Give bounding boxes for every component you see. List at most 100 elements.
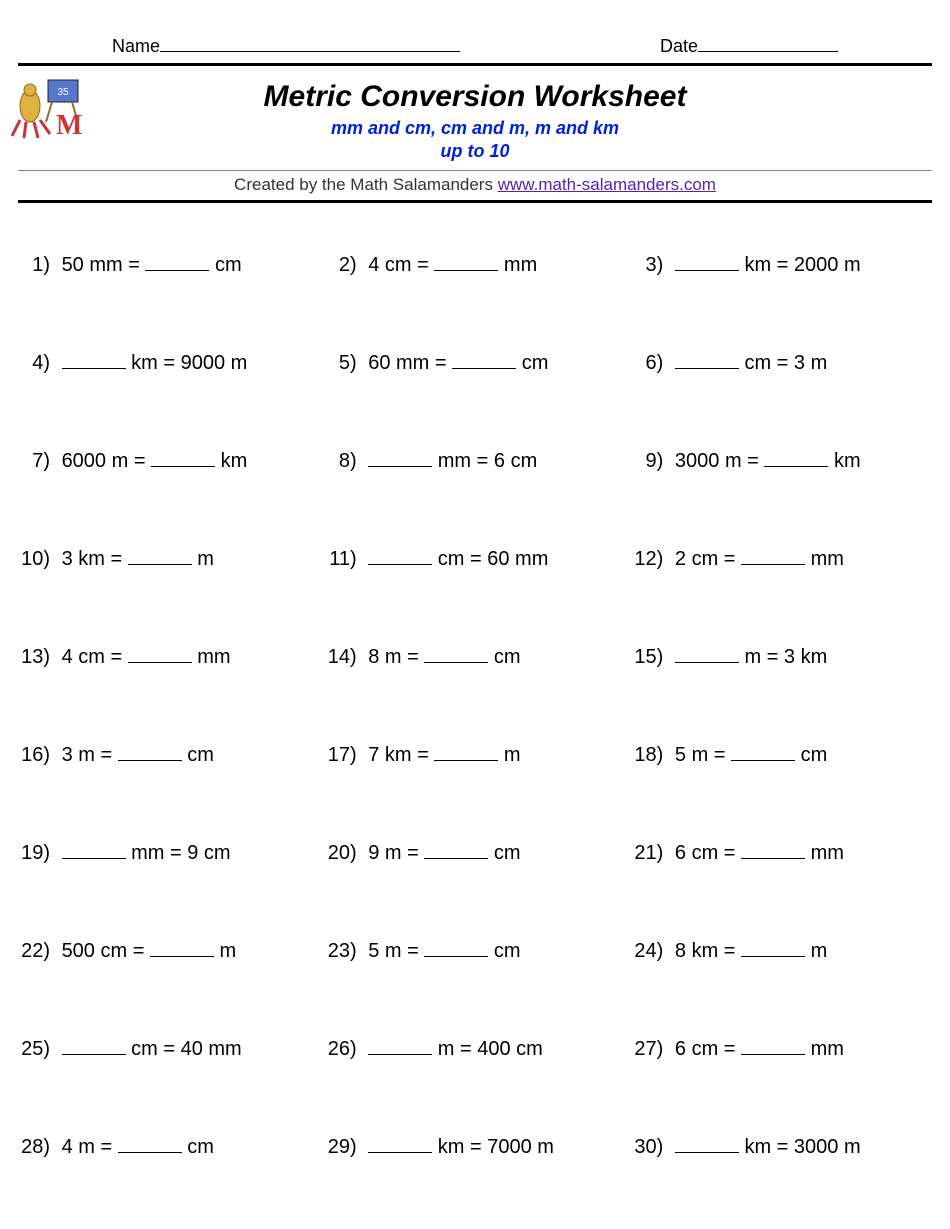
question-body: 4 cm = mm <box>363 254 538 276</box>
question-number: 27) <box>633 1038 669 1061</box>
question-body: 2 cm = mm <box>669 548 844 570</box>
question-number: 9) <box>633 450 669 473</box>
answer-blank[interactable] <box>741 1037 805 1055</box>
answer-blank[interactable] <box>434 743 498 761</box>
answer-blank[interactable] <box>150 939 214 957</box>
question-body: 50 mm = cm <box>56 254 242 276</box>
question-number: 3) <box>633 254 669 277</box>
answer-blank[interactable] <box>62 1037 126 1055</box>
answer-blank[interactable] <box>731 743 795 761</box>
question-item: 14) 8 m = cm <box>327 645 624 669</box>
date-input-line[interactable] <box>698 51 838 52</box>
question-number: 26) <box>327 1038 363 1061</box>
question-number: 2) <box>327 254 363 277</box>
answer-blank[interactable] <box>368 1135 432 1153</box>
question-item: 6) cm = 3 m <box>633 351 930 375</box>
question-item: 8) mm = 6 cm <box>327 449 624 473</box>
answer-blank[interactable] <box>368 449 432 467</box>
question-body: 8 km = m <box>669 940 827 962</box>
answer-blank[interactable] <box>62 841 126 859</box>
question-body: km = 7000 m <box>363 1136 554 1158</box>
question-number: 19) <box>20 842 56 865</box>
question-body: cm = 3 m <box>669 352 827 374</box>
answer-blank[interactable] <box>434 253 498 271</box>
page-title: Metric Conversion Worksheet <box>18 80 932 118</box>
question-body: 6 cm = mm <box>669 842 844 864</box>
answer-blank[interactable] <box>424 841 488 859</box>
question-number: 7) <box>20 450 56 473</box>
question-item: 29) km = 7000 m <box>327 1135 624 1159</box>
answer-blank[interactable] <box>675 1135 739 1153</box>
question-body: 3 m = cm <box>56 744 214 766</box>
question-item: 30) km = 3000 m <box>633 1135 930 1159</box>
answer-blank[interactable] <box>128 547 192 565</box>
question-body: 6 cm = mm <box>669 1038 844 1060</box>
question-number: 28) <box>20 1136 56 1159</box>
question-number: 17) <box>327 744 363 767</box>
question-number: 1) <box>20 254 56 277</box>
svg-text:35: 35 <box>57 87 69 98</box>
question-item: 11) cm = 60 mm <box>327 547 624 571</box>
answer-blank[interactable] <box>424 939 488 957</box>
question-item: 22) 500 cm = m <box>20 939 317 963</box>
answer-blank[interactable] <box>675 645 739 663</box>
question-item: 18) 5 m = cm <box>633 743 930 767</box>
question-body: m = 400 cm <box>363 1038 543 1060</box>
question-body: 6000 m = km <box>56 450 247 472</box>
answer-blank[interactable] <box>368 547 432 565</box>
question-body: km = 9000 m <box>56 352 247 374</box>
question-body: mm = 9 cm <box>56 842 231 864</box>
question-body: 5 m = cm <box>669 744 827 766</box>
question-body: cm = 40 mm <box>56 1038 242 1060</box>
answer-blank[interactable] <box>741 547 805 565</box>
credit-link[interactable]: www.math-salamanders.com <box>498 175 716 194</box>
answer-blank[interactable] <box>145 253 209 271</box>
answer-blank[interactable] <box>151 449 215 467</box>
question-item: 1) 50 mm = cm <box>20 253 317 277</box>
question-number: 8) <box>327 450 363 473</box>
question-item: 7) 6000 m = km <box>20 449 317 473</box>
question-number: 12) <box>633 548 669 571</box>
answer-blank[interactable] <box>368 1037 432 1055</box>
answer-blank[interactable] <box>62 351 126 369</box>
question-item: 17) 7 km = m <box>327 743 624 767</box>
question-body: 5 m = cm <box>363 940 521 962</box>
answer-blank[interactable] <box>764 449 828 467</box>
question-number: 14) <box>327 646 363 669</box>
salamander-logo-icon: 35 M <box>10 76 82 140</box>
question-body: 500 cm = m <box>56 940 236 962</box>
question-number: 20) <box>327 842 363 865</box>
header-block: 35 M Metric Conversion Worksheet mm and … <box>18 66 932 170</box>
name-date-row: Name Date <box>18 0 932 63</box>
answer-blank[interactable] <box>741 841 805 859</box>
question-number: 30) <box>633 1136 669 1159</box>
question-item: 2) 4 cm = mm <box>327 253 624 277</box>
question-number: 18) <box>633 744 669 767</box>
question-number: 4) <box>20 352 56 375</box>
answer-blank[interactable] <box>452 351 516 369</box>
question-body: km = 3000 m <box>669 1136 860 1158</box>
name-input-line[interactable] <box>160 51 460 52</box>
answer-blank[interactable] <box>128 645 192 663</box>
question-item: 16) 3 m = cm <box>20 743 317 767</box>
answer-blank[interactable] <box>118 743 182 761</box>
question-body: 4 m = cm <box>56 1136 214 1158</box>
questions-grid: 1) 50 mm = cm 2) 4 cm = mm 3) km = 2000 m 4… <box>18 203 932 1159</box>
question-body: km = 2000 m <box>669 254 860 276</box>
question-item: 3) km = 2000 m <box>633 253 930 277</box>
question-item: 13) 4 cm = mm <box>20 645 317 669</box>
question-body: m = 3 km <box>669 646 827 668</box>
answer-blank[interactable] <box>424 645 488 663</box>
answer-blank[interactable] <box>675 351 739 369</box>
question-item: 10) 3 km = m <box>20 547 317 571</box>
subtitle-line-1: mm and cm, cm and m, m and km <box>18 118 932 141</box>
question-number: 29) <box>327 1136 363 1159</box>
question-item: 12) 2 cm = mm <box>633 547 930 571</box>
question-item: 23) 5 m = cm <box>327 939 624 963</box>
question-item: 26) m = 400 cm <box>327 1037 624 1061</box>
answer-blank[interactable] <box>741 939 805 957</box>
question-item: 19) mm = 9 cm <box>20 841 317 865</box>
answer-blank[interactable] <box>118 1135 182 1153</box>
answer-blank[interactable] <box>675 253 739 271</box>
question-body: 4 cm = mm <box>56 646 231 668</box>
